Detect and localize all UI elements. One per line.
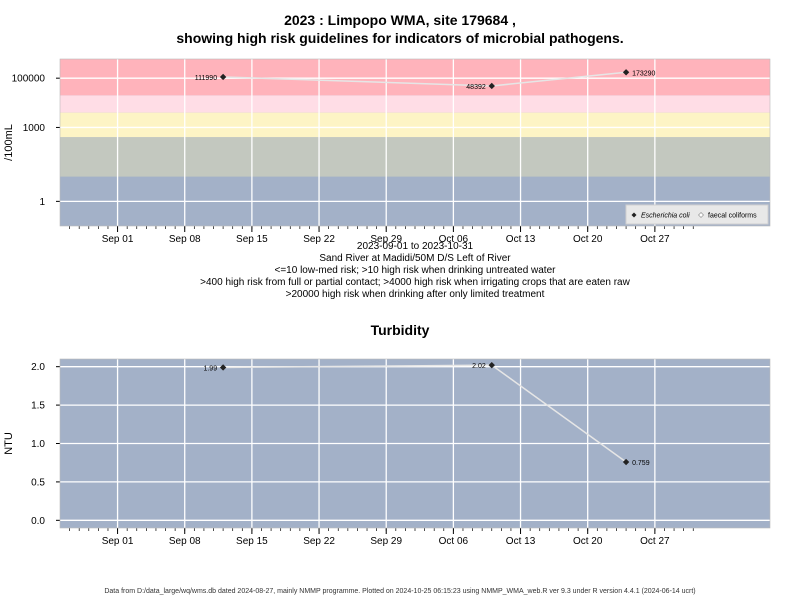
chart-title-line1: 2023 : Limpopo WMA, site 179684 , [284, 12, 516, 28]
x-tick-label: Oct 13 [506, 536, 536, 547]
legend-marker-faecal [698, 212, 704, 218]
x-tick-label: Sep 08 [169, 536, 201, 547]
x-tick-label: Sep 29 [370, 234, 402, 245]
y-tick-label: 1.0 [31, 439, 45, 450]
y-tick-label: 0.0 [31, 516, 45, 527]
plot-frame [59, 58, 771, 227]
x-tick-label: Sep 01 [102, 234, 134, 245]
data-point [488, 82, 495, 90]
data-label: 111990 [195, 75, 217, 82]
y-tick-label: 100000 [12, 74, 46, 85]
plot-frame [59, 358, 771, 529]
risk-band [60, 59, 770, 96]
data-label: 1.99 [203, 365, 217, 372]
y-axis-label: /100mL [3, 124, 15, 161]
note-risk-drinking: <=10 low-med risk; >10 high risk when dr… [274, 265, 556, 276]
x-tick-label: Sep 08 [169, 234, 201, 245]
legend-label-ecoli: Escherichia coli [641, 213, 690, 220]
data-point [219, 364, 227, 371]
y-tick-label: 1000 [23, 123, 46, 134]
risk-band [60, 137, 770, 177]
data-label: 2.02 [472, 363, 486, 370]
note-risk-treatment: >20000 high risk when drinking after onl… [285, 289, 545, 300]
risk-band [60, 95, 770, 113]
x-tick-label: Sep 22 [303, 234, 335, 245]
x-tick-label: Oct 13 [506, 234, 536, 245]
x-tick-label: Oct 06 [439, 536, 469, 547]
note-site: Sand River at Madidi/50M D/S Left of Riv… [319, 253, 511, 264]
data-point [622, 69, 630, 76]
data-label: 173290 [632, 70, 655, 77]
data-label: 48392 [466, 84, 486, 91]
legend-box [625, 204, 769, 225]
x-tick-label: Sep 22 [303, 536, 335, 547]
note-date-range: 2023-09-01 to 2023-10-31 [356, 241, 474, 252]
footer-note: Data from D:/data_large/wq/wms.db dated … [104, 588, 696, 595]
y-tick-label: 1.5 [31, 401, 45, 412]
y-tick-label: 0.5 [31, 477, 45, 488]
data-point [219, 73, 227, 81]
y-tick-label: 2.0 [31, 362, 45, 373]
data-point [488, 361, 495, 369]
y-tick-label: 1 [39, 197, 45, 208]
y-axis-label: NTU [3, 432, 15, 455]
x-tick-label: Sep 15 [236, 234, 268, 245]
turbidity-title: Turbidity [370, 322, 430, 338]
x-tick-label: Sep 01 [102, 536, 134, 547]
risk-band [60, 112, 770, 138]
note-risk-contact: >400 high risk from full or partial cont… [200, 277, 630, 288]
chart-title-line2: showing high risk guidelines for indicat… [176, 30, 624, 46]
x-tick-label: Sep 29 [370, 536, 402, 547]
data-label: 0.759 [632, 460, 650, 467]
x-tick-label: Oct 06 [439, 234, 469, 245]
legend-marker-ecoli [631, 212, 637, 218]
x-tick-label: Sep 15 [236, 536, 268, 547]
data-point [622, 458, 630, 466]
x-tick-label: Oct 27 [640, 234, 670, 245]
x-tick-label: Oct 20 [573, 536, 603, 547]
x-tick-label: Oct 27 [640, 536, 670, 547]
legend-label-faecal: faecal coliforms [708, 213, 757, 220]
x-tick-label: Oct 20 [573, 234, 603, 245]
